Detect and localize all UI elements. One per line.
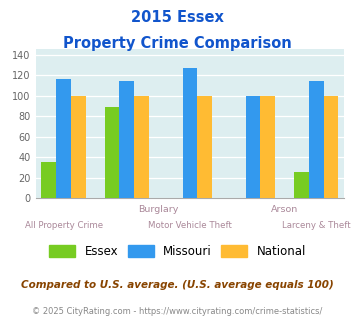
Text: Burglary: Burglary [138, 205, 179, 214]
Text: © 2025 CityRating.com - https://www.cityrating.com/crime-statistics/: © 2025 CityRating.com - https://www.city… [32, 307, 323, 316]
Bar [294, 172, 309, 198]
Bar [56, 79, 71, 198]
Text: Compared to U.S. average. (U.S. average equals 100): Compared to U.S. average. (U.S. average … [21, 280, 334, 290]
Bar [197, 96, 212, 198]
Bar [323, 96, 338, 198]
Text: Property Crime Comparison: Property Crime Comparison [63, 36, 292, 51]
Bar [104, 107, 119, 198]
Text: All Property Crime: All Property Crime [24, 221, 103, 230]
Bar [309, 81, 323, 198]
Bar [182, 68, 197, 198]
Bar [42, 162, 56, 198]
Bar [246, 96, 261, 198]
Text: Motor Vehicle Theft: Motor Vehicle Theft [148, 221, 232, 230]
Bar [134, 96, 149, 198]
Text: Larceny & Theft: Larceny & Theft [282, 221, 350, 230]
Bar [119, 81, 134, 198]
Legend: Essex, Missouri, National: Essex, Missouri, National [44, 240, 311, 263]
Bar [71, 96, 86, 198]
Text: Arson: Arson [271, 205, 298, 214]
Bar [261, 96, 275, 198]
Text: 2015 Essex: 2015 Essex [131, 10, 224, 25]
